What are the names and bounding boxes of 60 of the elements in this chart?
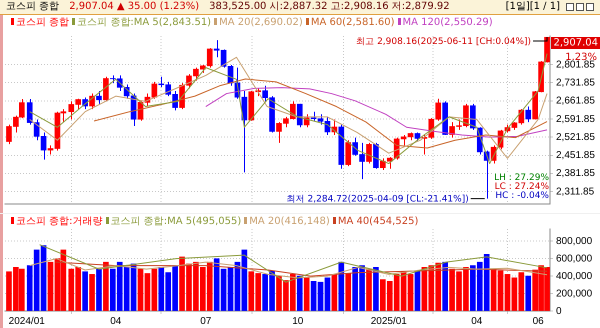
- text: 2,907.04: [553, 38, 598, 49]
- annotation: 최저 2,284.72(2025-04-09 [CL:-21.41%]): [286, 194, 469, 205]
- x-tick-label: 2025/01: [370, 316, 408, 327]
- bar: [366, 268, 372, 311]
- bar: [442, 262, 448, 311]
- legend-label: 코스피 종합:MA 5(495,055): [110, 216, 242, 227]
- candlestick: [103, 76, 109, 102]
- y-tick-label: 2,661.85: [556, 96, 596, 107]
- y-tick-label: 2,591.85: [556, 114, 596, 125]
- bar: [296, 276, 303, 311]
- text: 383,525.00 시:2,887.32 고:2,908.16 저:2,879.92: [209, 1, 450, 12]
- legend-label: MA 120(2,550.29): [402, 17, 493, 28]
- candlestick: [366, 142, 372, 164]
- x-tick-label: 06: [532, 316, 544, 327]
- legend-label: MA 40(454,525): [336, 216, 418, 227]
- candlestick: [414, 132, 420, 142]
- bar: [332, 274, 338, 311]
- y-tick-label: 2,521.85: [556, 132, 596, 143]
- annotation: 최고 2,908.16(2025-06-11 [CH:0.04%]): [356, 37, 532, 47]
- y-tick-label: 0: [556, 306, 562, 317]
- candlestick: [345, 140, 352, 167]
- annotation: HC : -0.04%: [495, 191, 550, 201]
- annotation: LH : 27.29%: [494, 173, 550, 183]
- bar: [345, 273, 352, 311]
- chart-title: 코스피 종합: [6, 1, 60, 12]
- x-tick-label: 10: [292, 316, 304, 327]
- bar: [82, 271, 88, 311]
- legend-label: MA 60(2,581.60): [310, 17, 395, 28]
- y-tick-label: 200,000: [556, 288, 593, 300]
- bar: [89, 274, 95, 311]
- y-tick-label: 2,381.85: [556, 168, 596, 180]
- y-tick-label: 600,000: [556, 253, 593, 264]
- y-tick-label: 2,731.85: [556, 77, 596, 88]
- x-tick-label: 04: [471, 316, 483, 327]
- candlestick: [96, 90, 102, 104]
- bar: [304, 278, 310, 311]
- y-tick-label: 400,000: [556, 270, 593, 282]
- legend-label: 코스피 종합:거래량: [15, 216, 103, 227]
- annotation: LC : 27.24%: [494, 182, 550, 192]
- text: [1일][1 / 1]: [506, 0, 560, 14]
- bar: [96, 268, 102, 311]
- candlestick: [89, 93, 95, 110]
- chart-subtitle: 2,907.04 ▲ 35.00 (1.23%): [69, 1, 200, 12]
- x-tick-label: 07: [200, 316, 212, 327]
- candlestick: [525, 106, 532, 123]
- legend-label: 코스피 종합: [15, 17, 70, 28]
- bar: [414, 270, 420, 311]
- bar: [338, 262, 344, 311]
- bar: [103, 262, 109, 311]
- legend-label: MA 20(416,148): [248, 216, 330, 227]
- y-tick-label: 2,451.85: [556, 150, 596, 162]
- y-tick-label: 2,801.85: [556, 59, 596, 70]
- legend-label: 코스피 종합:MA 5(2,843.51): [76, 17, 212, 28]
- bar: [525, 276, 532, 311]
- x-tick-label: 2024/01: [8, 316, 46, 327]
- y-tick-label: 800,000: [556, 236, 593, 247]
- legend-label: MA 20(2,690.02): [218, 17, 303, 28]
- bar: [373, 267, 379, 311]
- y-tick-label: 2,311.85: [556, 186, 595, 198]
- x-tick-label: 04: [110, 316, 122, 327]
